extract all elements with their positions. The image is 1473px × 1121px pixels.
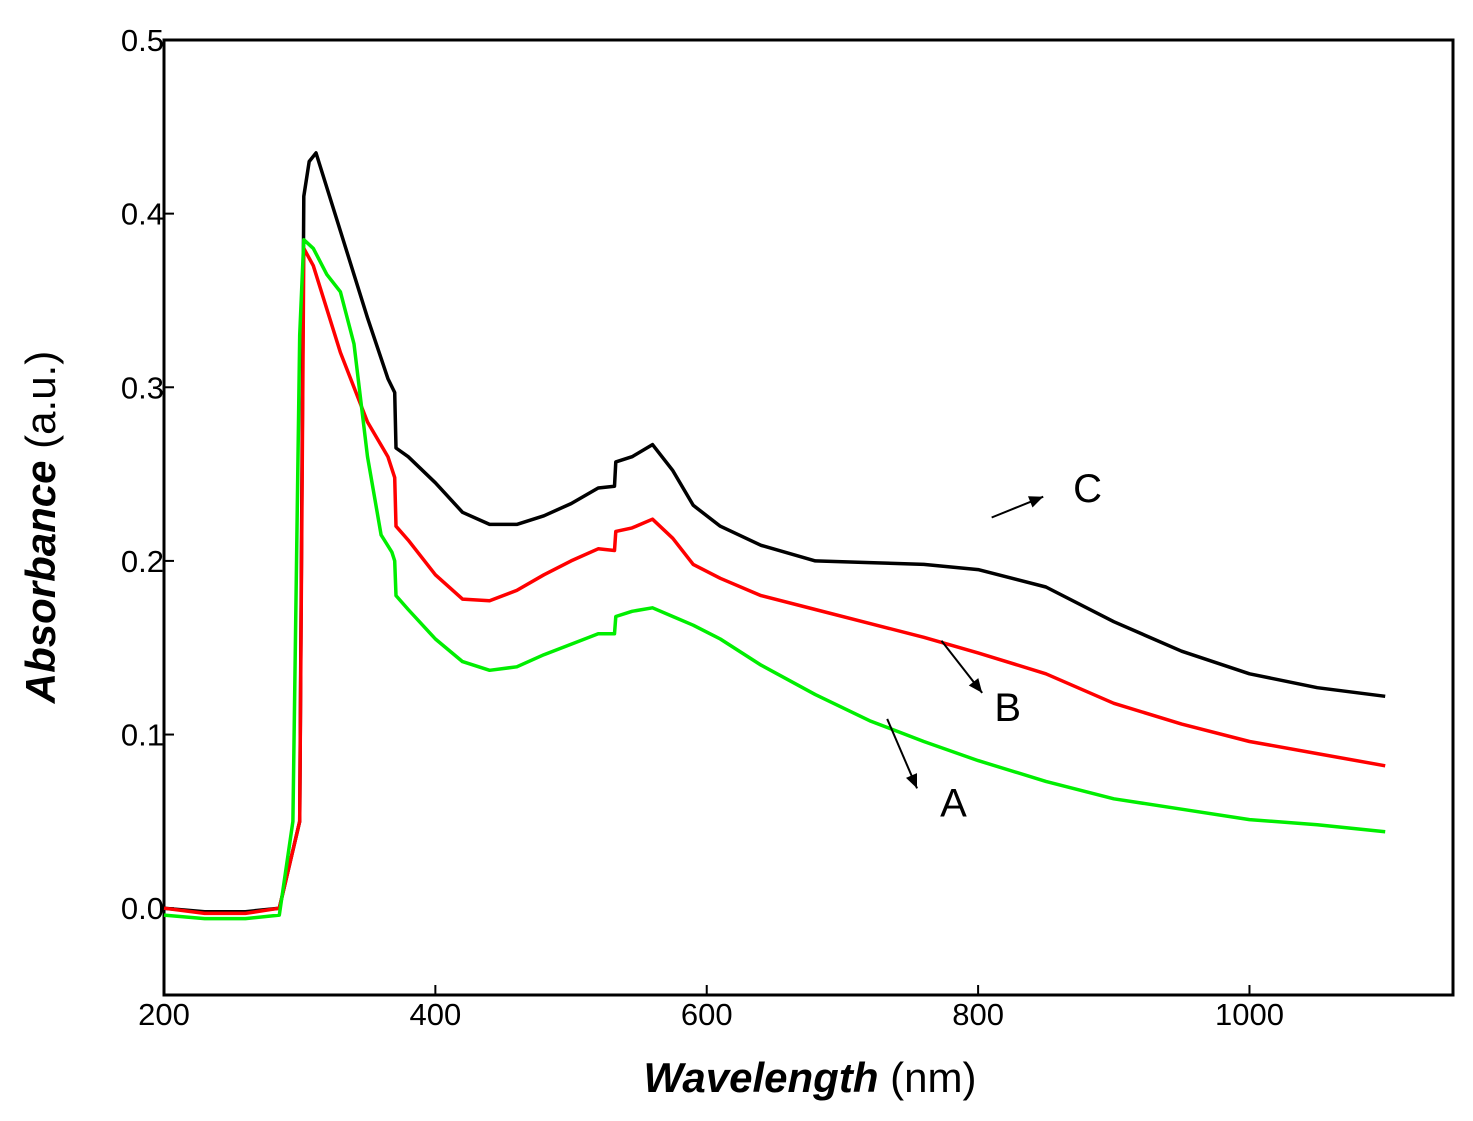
x-tick-label: 1000 xyxy=(1215,997,1284,1032)
y-tick-label: 0.3 xyxy=(121,370,164,405)
x-axis-title-unit: (nm) xyxy=(890,1054,976,1101)
x-tick-label: 400 xyxy=(410,997,462,1032)
annotation-arrowhead-A xyxy=(906,773,917,789)
y-tick-label: 0.4 xyxy=(121,197,164,232)
annotations-group: C B A xyxy=(886,467,1102,825)
y-tick-label: 0.5 xyxy=(121,23,164,58)
x-tick-label: 600 xyxy=(681,997,733,1032)
plot-frame xyxy=(162,38,1455,997)
x-tick-label: 800 xyxy=(952,997,1004,1032)
x-tick-label: 200 xyxy=(138,997,190,1032)
axis-ticks: 200 400 600 800 1000 0.0 0.1 0.2 0.3 0.4 0.5 xyxy=(121,23,1284,1032)
annotation-label-A: A xyxy=(940,781,967,825)
y-axis-title-main: Absorbance xyxy=(17,460,64,704)
y-axis-title-unit: (a.u.) xyxy=(17,351,64,449)
y-tick-label: 0.0 xyxy=(121,891,164,926)
y-tick-label: 0.2 xyxy=(121,544,164,579)
y-axis-title: Absorbance (a.u.) xyxy=(17,351,64,704)
y-tick-label: 0.1 xyxy=(121,718,164,753)
series-group xyxy=(163,151,1386,921)
annotation-arrowhead-C xyxy=(1028,496,1044,508)
x-axis-title: Wavelength (nm) xyxy=(644,1054,977,1101)
annotation-arrowhead-B xyxy=(968,678,983,693)
annotation-label-C: C xyxy=(1073,467,1102,511)
annotation-label-B: B xyxy=(994,686,1021,730)
x-axis-title-main: Wavelength xyxy=(644,1054,879,1101)
series-line-C xyxy=(163,151,1386,914)
series-line-B xyxy=(163,246,1386,916)
series-line-A xyxy=(163,237,1386,921)
